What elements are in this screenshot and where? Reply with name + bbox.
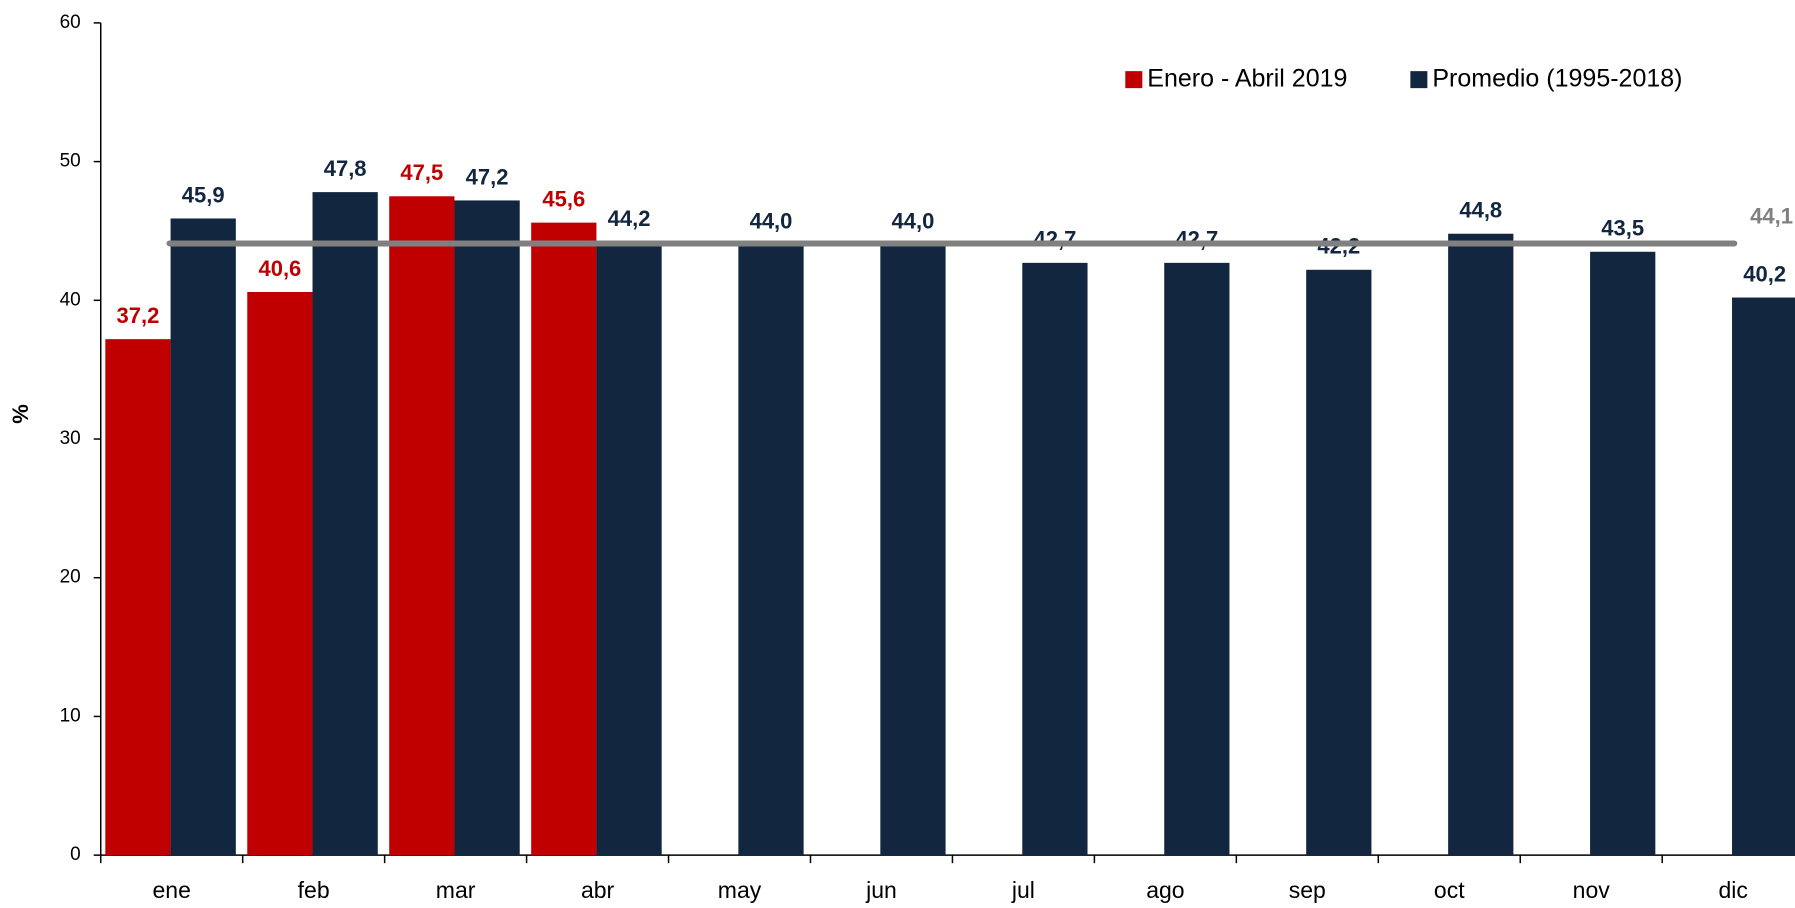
value-label: 44,0 <box>892 209 935 234</box>
value-label: 43,5 <box>1601 216 1644 241</box>
x-tick-label: ago <box>1146 877 1184 903</box>
bar <box>531 222 597 856</box>
value-label: 44,8 <box>1459 198 1502 223</box>
value-label: 45,6 <box>542 186 585 211</box>
value-label: 47,2 <box>466 164 509 189</box>
y-tick-label: 0 <box>70 844 81 865</box>
x-tick-label: mar <box>436 877 476 903</box>
x-tick-label: feb <box>298 877 330 903</box>
legend-label: Enero - Abril 2019 <box>1147 65 1347 93</box>
bar <box>1732 297 1795 856</box>
bar <box>1306 269 1372 856</box>
bar <box>105 339 171 856</box>
value-label: 42,7 <box>1033 227 1076 252</box>
value-label: 37,2 <box>117 303 160 328</box>
y-tick-label: 30 <box>60 428 81 449</box>
bar <box>312 192 378 856</box>
value-label: 44,2 <box>608 206 651 231</box>
legend-swatch <box>1410 71 1428 89</box>
value-label: 45,9 <box>182 182 225 207</box>
y-axis-label: % <box>8 404 33 424</box>
x-tick-label: ene <box>153 877 191 903</box>
x-tick-label: oct <box>1434 877 1465 903</box>
bar <box>738 244 804 856</box>
bar <box>880 244 946 856</box>
legend-label: Promedio (1995-2018) <box>1432 65 1682 93</box>
x-tick-label: abr <box>581 877 615 903</box>
bar <box>596 242 662 856</box>
x-tick-label: dic <box>1718 877 1747 903</box>
bar <box>454 200 520 856</box>
bar <box>1164 262 1230 856</box>
y-tick-label: 60 <box>60 12 81 33</box>
bar <box>1590 251 1656 856</box>
bar <box>170 218 236 856</box>
y-tick-label: 50 <box>60 151 81 172</box>
x-tick-label: may <box>718 877 762 903</box>
y-tick-label: 40 <box>60 289 81 310</box>
value-label: 40,6 <box>258 256 301 281</box>
y-tick-label: 10 <box>60 705 81 726</box>
value-label: 44,0 <box>750 209 793 234</box>
bar <box>1022 262 1088 856</box>
bar <box>247 291 313 856</box>
value-label: 42,7 <box>1175 227 1218 252</box>
value-label: 40,2 <box>1743 261 1786 286</box>
x-tick-label: sep <box>1289 877 1326 903</box>
value-label: 47,5 <box>400 160 443 185</box>
bar <box>1448 233 1514 856</box>
bar <box>389 196 455 856</box>
y-tick-label: 20 <box>60 567 81 588</box>
reference-label: 44,1 <box>1750 203 1793 228</box>
legend-swatch <box>1125 71 1143 89</box>
x-tick-label: jun <box>865 877 897 903</box>
value-label: 47,8 <box>324 156 367 181</box>
x-tick-label: jul <box>1011 877 1035 903</box>
x-tick-label: nov <box>1573 877 1611 903</box>
